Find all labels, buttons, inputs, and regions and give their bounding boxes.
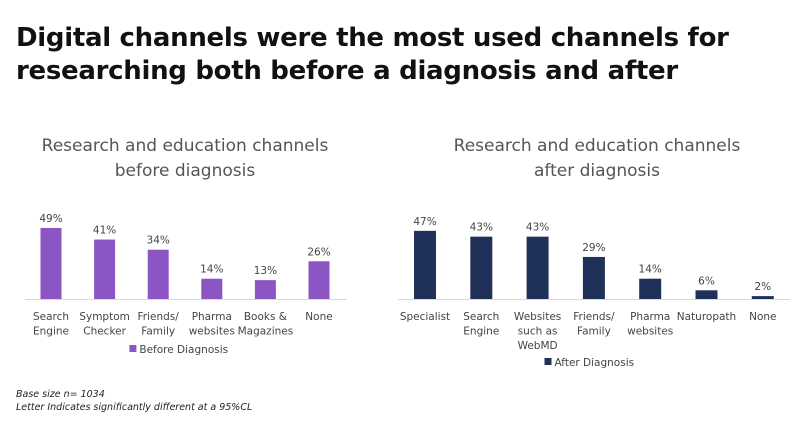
bar (751, 296, 774, 299)
base-size-note: Base size n= 1034 (16, 389, 105, 400)
data-label: 26% (307, 246, 330, 258)
category-label: Pharma (630, 311, 670, 323)
page-title: Digital channels were the most used chan… (16, 22, 729, 88)
legend-swatch (544, 358, 552, 365)
data-label: 2% (754, 281, 771, 293)
bar (414, 230, 436, 299)
bar (40, 227, 62, 299)
bar (695, 290, 718, 299)
category-label: Websites (514, 311, 561, 323)
category-label: Friends/ (573, 311, 615, 323)
category-label: such as (518, 326, 558, 338)
category-label: None (749, 311, 776, 323)
category-label: Pharma (192, 311, 232, 323)
title-line-1: Digital channels were the most used chan… (16, 23, 729, 53)
data-label: 41% (93, 225, 116, 237)
category-label: Naturopath (677, 311, 736, 323)
data-label: 43% (470, 222, 493, 234)
data-label: 43% (526, 222, 549, 234)
category-label: websites (627, 326, 673, 338)
legend-label: Before Diagnosis (139, 344, 228, 356)
category-label: Checker (83, 326, 126, 338)
chart-title: Research and education channels (42, 136, 329, 156)
chart-title: before diagnosis (115, 161, 256, 181)
category-label: Friends/ (138, 311, 180, 323)
category-label: websites (189, 326, 235, 338)
bar (582, 256, 605, 299)
category-label: Symptom (79, 311, 130, 323)
legend-swatch (129, 345, 137, 352)
category-label: Magazines (238, 326, 294, 338)
chart-title: after diagnosis (534, 161, 660, 181)
data-label: 13% (254, 265, 277, 277)
bar (201, 278, 223, 299)
data-label: 14% (639, 264, 662, 276)
data-label: 47% (413, 216, 436, 228)
bar (254, 280, 276, 299)
category-label: Family (577, 326, 611, 338)
bar (470, 236, 493, 299)
data-label: 49% (39, 213, 62, 225)
category-label: Books & (244, 311, 287, 323)
data-label: 34% (147, 235, 170, 247)
title-line-2: researching both before a diagnosis and … (16, 56, 678, 86)
category-label: Family (141, 326, 175, 338)
category-label: Search (33, 311, 69, 323)
chart-title: Research and education channels (454, 136, 741, 156)
category-label: Specialist (400, 311, 450, 323)
bar (526, 236, 549, 299)
footnotes: Base size n= 1034 Letter Indicates signi… (16, 388, 252, 414)
data-label: 14% (200, 264, 223, 276)
legend-label: After Diagnosis (555, 357, 635, 369)
category-label: None (305, 311, 332, 323)
data-label: 6% (698, 275, 715, 287)
bar (308, 261, 330, 299)
data-label: 29% (582, 242, 605, 254)
category-label: Search (463, 311, 499, 323)
category-label: Engine (33, 326, 69, 338)
significance-note: Letter Indicates significantly different… (16, 402, 253, 413)
bar (147, 249, 169, 299)
category-label: WebMD (518, 340, 558, 352)
category-label: Engine (463, 326, 499, 338)
bar (639, 278, 662, 299)
bar (94, 239, 116, 299)
